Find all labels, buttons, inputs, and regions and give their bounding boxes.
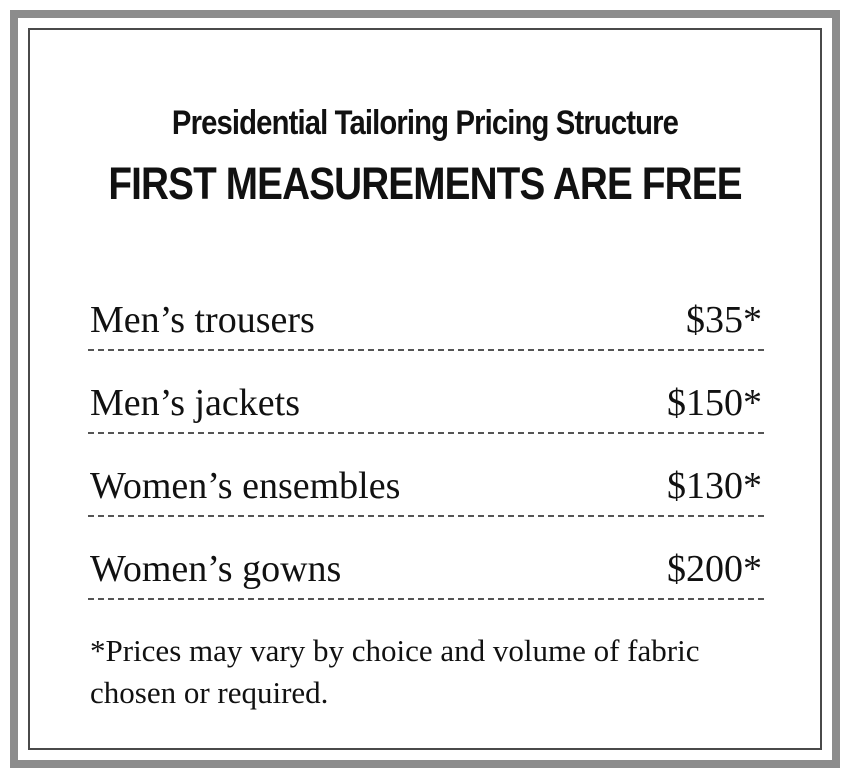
subtitle-banner: FIRST MEASUREMENTS ARE FREE <box>108 158 742 209</box>
sign-inner-frame: Presidential Tailoring Pricing Structure… <box>28 28 822 750</box>
price-row-mens-jackets: Men’s jackets $150* <box>88 351 764 434</box>
item-price: $200* <box>667 548 762 590</box>
item-price: $130* <box>667 465 762 507</box>
price-list: Men’s trousers $35* Men’s jackets $150* … <box>88 273 764 600</box>
price-row-womens-ensembles: Women’s ensembles $130* <box>88 434 764 517</box>
item-price: $150* <box>667 382 762 424</box>
item-name: Men’s jackets <box>90 382 301 424</box>
item-name: Men’s trousers <box>90 299 315 341</box>
item-name: Women’s gowns <box>90 548 342 590</box>
item-price: $35* <box>686 299 762 341</box>
price-row-womens-gowns: Women’s gowns $200* <box>88 517 764 600</box>
item-name: Women’s ensembles <box>90 465 401 507</box>
sign-outer-frame: Presidential Tailoring Pricing Structure… <box>10 10 840 768</box>
footnote: *Prices may vary by choice and volume of… <box>90 633 700 710</box>
page-title: Presidential Tailoring Pricing Structure <box>171 104 679 142</box>
price-row-mens-trousers: Men’s trousers $35* <box>88 273 764 351</box>
